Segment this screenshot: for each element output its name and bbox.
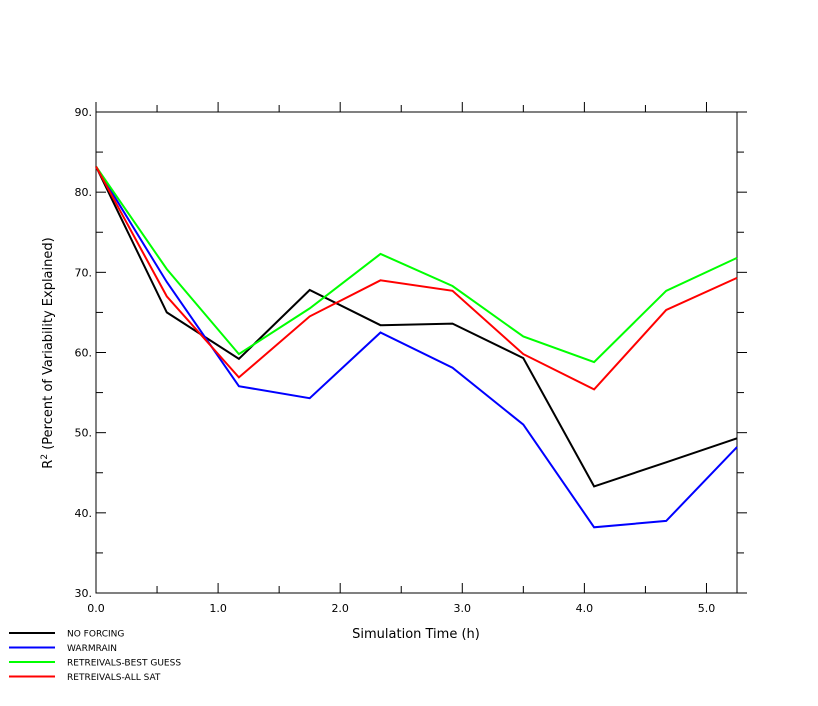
axis-ticks [95, 102, 747, 594]
plot-frame [95, 111, 738, 594]
x-tick-label: 4.0 [576, 602, 594, 615]
series-lines [95, 165, 738, 529]
x-axis-label: Simulation Time (h) [352, 627, 480, 642]
y-axis-label-superscript: 2 [40, 454, 50, 460]
series-line-retreivals-best-guess [95, 165, 738, 364]
tick-labels: 30. 40. 50. 60. 70. 80. 90. 0.0 1.0 2.0 3.0 4.0 5.0 [75, 106, 716, 615]
x-tick-label: 5.0 [698, 602, 716, 615]
x-tick-label: 1.0 [209, 602, 227, 615]
legend-label: RETREIVALS-ALL SAT [67, 673, 161, 683]
x-tick-label: 3.0 [454, 602, 472, 615]
y-axis-label: R2 (Percent of Variability Explained) [40, 237, 56, 468]
y-tick-label: 50. [75, 427, 93, 440]
plot-border [95, 111, 738, 594]
legend: NO FORCING WARMRAIN RETREIVALS-BEST GUESS R… [9, 630, 181, 683]
legend-label: NO FORCING [67, 630, 124, 640]
y-axis-label-rest: (Percent of Variability Explained) [41, 237, 56, 454]
y-tick-label: 90. [75, 106, 93, 119]
series-line-no-forcing [95, 166, 738, 488]
y-tick-label: 30. [75, 587, 93, 600]
series-line-retreivals-all-sat [95, 166, 738, 391]
legend-label: RETREIVALS-BEST GUESS [67, 659, 181, 669]
x-tick-label: 0.0 [87, 602, 105, 615]
y-tick-label: 70. [75, 266, 93, 279]
series-line-warmrain [95, 165, 738, 529]
y-tick-label: 40. [75, 507, 93, 520]
y-axis-label-base: R [41, 460, 56, 469]
y-tick-label: 60. [75, 347, 93, 360]
y-tick-label: 80. [75, 186, 93, 199]
legend-label: WARMRAIN [67, 644, 117, 654]
x-tick-label: 2.0 [331, 602, 349, 615]
